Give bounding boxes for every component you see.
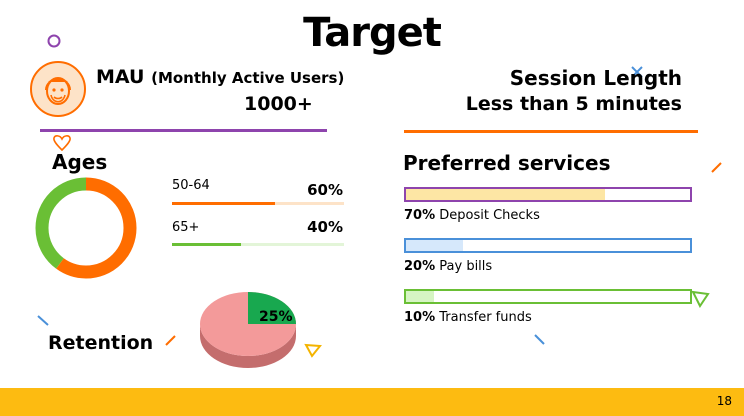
age-percent-50-64: 60%	[307, 181, 343, 199]
mau-label-main: MAU	[96, 66, 145, 88]
retention-heading: Retention	[48, 332, 154, 354]
green-triangle-decoration	[691, 290, 710, 308]
pie-side	[200, 324, 296, 368]
footer-bar	[0, 388, 744, 416]
age-percent-65-plus: 40%	[307, 218, 343, 236]
slide-title: Target	[303, 10, 442, 56]
age-bar-track-50-64	[172, 202, 344, 205]
age-bar-fill-65-plus	[172, 243, 241, 246]
mau-divider	[40, 129, 327, 132]
mau-label: MAU (Monthly Active Users)	[96, 66, 344, 88]
session-length-value: Less than 5 minutes	[465, 93, 682, 115]
session-length-label: Session Length	[509, 66, 682, 90]
service-name-pay-bills: Pay bills	[439, 259, 493, 274]
ages-donut-chart	[35, 177, 137, 279]
retention-percent-label: 25%	[259, 309, 293, 325]
pie-slice-retention	[248, 292, 296, 324]
retention-pie-chart	[200, 292, 296, 368]
page-number: 18	[716, 394, 732, 408]
preferred-services-heading: Preferred services	[403, 151, 611, 175]
service-percent-transfer-funds: 10%	[404, 310, 436, 325]
blue-dash-decoration-2	[534, 334, 545, 345]
session-divider	[404, 130, 698, 133]
service-bar-transfer-funds	[404, 289, 692, 304]
age-bar-fill-50-64	[172, 202, 276, 205]
orange-dash-decoration-2	[165, 335, 176, 346]
mau-value: 1000+	[244, 93, 313, 115]
mau-label-detail: (Monthly Active Users)	[151, 69, 345, 87]
ages-heading: Ages	[52, 150, 108, 174]
service-name-deposit-checks: Deposit Checks	[439, 208, 540, 223]
yellow-triangle-decoration	[304, 343, 322, 358]
age-bar-track-65-plus	[172, 243, 344, 246]
purple-circle-decoration	[47, 34, 61, 48]
blue-x-decoration	[631, 66, 643, 78]
blue-dash-decoration	[37, 315, 49, 326]
service-bar-pay-bills	[404, 238, 692, 253]
service-bar-fill-transfer-funds	[406, 291, 435, 302]
age-range-50-64: 50-64	[172, 178, 210, 193]
heart-icon	[53, 135, 71, 152]
service-percent-pay-bills: 20%	[404, 259, 436, 274]
orange-dash-decoration	[711, 162, 722, 173]
avatar	[30, 61, 86, 117]
service-bar-deposit-checks	[404, 187, 692, 202]
service-bar-fill-deposit-checks	[406, 189, 605, 200]
service-label-deposit-checks: 70% Deposit Checks	[404, 208, 540, 223]
service-label-pay-bills: 20% Pay bills	[404, 259, 492, 274]
service-bar-fill-pay-bills	[406, 240, 463, 251]
service-percent-deposit-checks: 70%	[404, 208, 436, 223]
age-range-65-plus: 65+	[172, 220, 200, 235]
service-name-transfer-funds: Transfer funds	[439, 310, 532, 325]
donut-segment-65-plus	[35, 177, 137, 279]
service-label-transfer-funds: 10% Transfer funds	[404, 310, 532, 325]
